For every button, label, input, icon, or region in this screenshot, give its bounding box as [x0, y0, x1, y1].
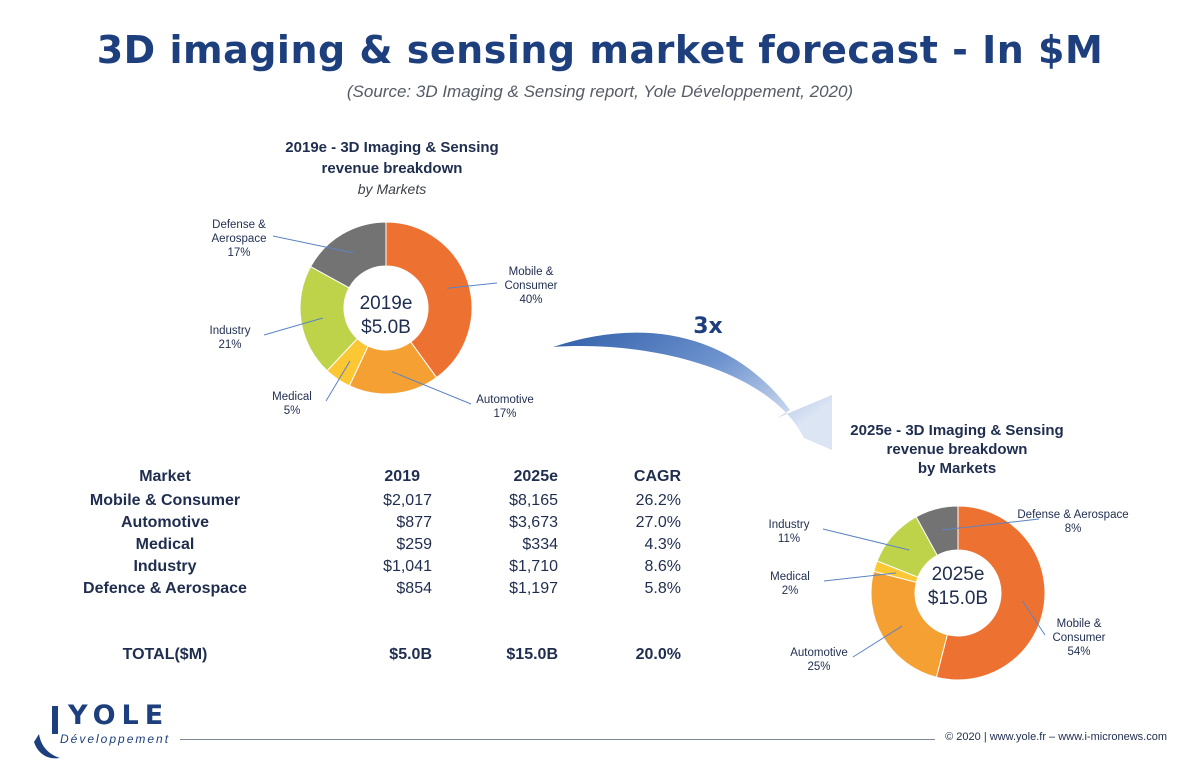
table-cell: $334 — [522, 536, 558, 553]
slice-label-industry: Industry 11% — [769, 519, 810, 545]
footer-copyright: © 2020 | www.yole.fr – www.i-micronews.c… — [945, 731, 1167, 743]
table-cell: 8.6% — [644, 558, 681, 575]
slice-label-industry: Industry 21% — [210, 325, 251, 351]
table-row: Medical $259 $334 4.3% — [40, 534, 681, 556]
slice-label-medical: Medical 2% — [770, 571, 810, 597]
table-cell: $1,041 — [383, 558, 432, 575]
chart-title-line: 2025e - 3D Imaging & Sensing — [850, 422, 1063, 439]
table-spacer — [40, 600, 681, 644]
leader-line — [272, 235, 354, 254]
table-cell: TOTAL($M) — [122, 646, 208, 663]
table-cell: $5.0B — [389, 646, 432, 663]
leader-line — [822, 528, 910, 551]
footer-divider — [180, 739, 935, 740]
table-cell: Medical — [135, 536, 195, 553]
slice-defense-aerospace — [309, 221, 387, 289]
table-row: Industry $1,041 $1,710 8.6% — [40, 556, 681, 578]
leader-line — [941, 518, 1040, 531]
leader-line — [325, 360, 351, 402]
slice-mobile-consumer — [385, 221, 473, 379]
multiplier-label: 3x — [693, 314, 723, 339]
table-cell: $2,017 — [383, 492, 432, 509]
chart-title-line: revenue breakdown — [887, 441, 1028, 458]
table-cell: $8,165 — [509, 492, 558, 509]
chart-subtitle: by Markets — [358, 181, 426, 197]
chart-title-line: 2019e - 3D Imaging & Sensing — [285, 139, 498, 156]
donut-chart-2019: 2019e - 3D Imaging & Sensing revenue brea… — [210, 139, 558, 420]
slice-label-defense-aerospace: Defense & Aerospace 17% — [212, 219, 267, 259]
source-note: (Source: 3D Imaging & Sensing report, Yo… — [346, 82, 854, 101]
table-cell: $1,710 — [509, 558, 558, 575]
yole-swoosh-icon — [34, 706, 60, 759]
page-title: 3D imaging & sensing market forecast - I… — [96, 28, 1104, 72]
logo-sub: Développement — [60, 732, 171, 746]
slice-label-mobile-consumer: Mobile & Consumer 54% — [1052, 618, 1105, 658]
slice-label-medical: Medical 5% — [272, 391, 312, 417]
column-header: 2019 — [384, 468, 420, 485]
center-total: $15.0B — [928, 588, 988, 609]
table-row: Defence & Aerospace $854 $1,197 5.8% — [40, 578, 681, 600]
slice-label-automotive: Automotive 17% — [476, 394, 534, 420]
leader-line — [823, 572, 897, 582]
table-cell: $15.0B — [506, 646, 558, 663]
logo-name: YOLE — [68, 700, 170, 731]
center-total: $5.0B — [361, 317, 411, 338]
slice-label-mobile-consumer: Mobile & Consumer 40% — [504, 266, 557, 306]
table-row: Mobile & Consumer $2,017 $8,165 26.2% — [40, 490, 681, 512]
column-header: 2025e — [513, 468, 559, 485]
slice-defense-aerospace — [915, 505, 959, 556]
table-cell: Automotive — [121, 514, 209, 531]
table-header-row: Market 2019 2025e CAGR — [40, 464, 681, 490]
table-cell: 27.0% — [635, 514, 681, 531]
leader-line — [1022, 600, 1046, 636]
table-cell: Defence & Aerospace — [83, 580, 247, 597]
table-cell: $877 — [396, 514, 432, 531]
leader-line — [263, 317, 323, 336]
table-cell: 4.3% — [644, 536, 681, 553]
slice-mobile-consumer — [935, 505, 1046, 681]
table-cell: $854 — [396, 580, 432, 597]
center-year: 2025e — [932, 564, 985, 585]
column-header: CAGR — [633, 468, 681, 485]
donut-chart-2025: 2025e - 3D Imaging & Sensing revenue brea… — [769, 422, 1129, 681]
market-table: Market 2019 2025e CAGR Mobile & Consumer $2,0… — [40, 464, 681, 666]
table-cell: $259 — [396, 536, 432, 553]
table-total-row: TOTAL($M) $5.0B $15.0B 20.0% — [40, 644, 681, 666]
slice-label-defense-aerospace: Defense & Aerospace 8% — [1017, 509, 1128, 535]
table-cell: Mobile & Consumer — [89, 492, 241, 509]
slice-label-automotive: Automotive 25% — [790, 647, 848, 673]
table-row: Automotive $877 $3,673 27.0% — [40, 512, 681, 534]
table-cell: $3,673 — [509, 514, 558, 531]
center-year: 2019e — [360, 293, 413, 314]
table-cell: 5.8% — [644, 580, 681, 597]
column-header: Market — [139, 468, 191, 485]
yole-logo: YOLE Développement — [30, 698, 180, 762]
chart-title-line: by Markets — [918, 460, 996, 477]
table-cell: 20.0% — [635, 646, 681, 663]
table-cell: 26.2% — [635, 492, 681, 509]
growth-arrow — [553, 332, 832, 450]
leader-line — [852, 625, 903, 658]
leader-line — [391, 371, 472, 405]
chart-title-line: revenue breakdown — [322, 160, 463, 177]
table-cell: Industry — [133, 558, 197, 575]
leader-line — [446, 282, 498, 289]
table-cell: $1,197 — [509, 580, 558, 597]
